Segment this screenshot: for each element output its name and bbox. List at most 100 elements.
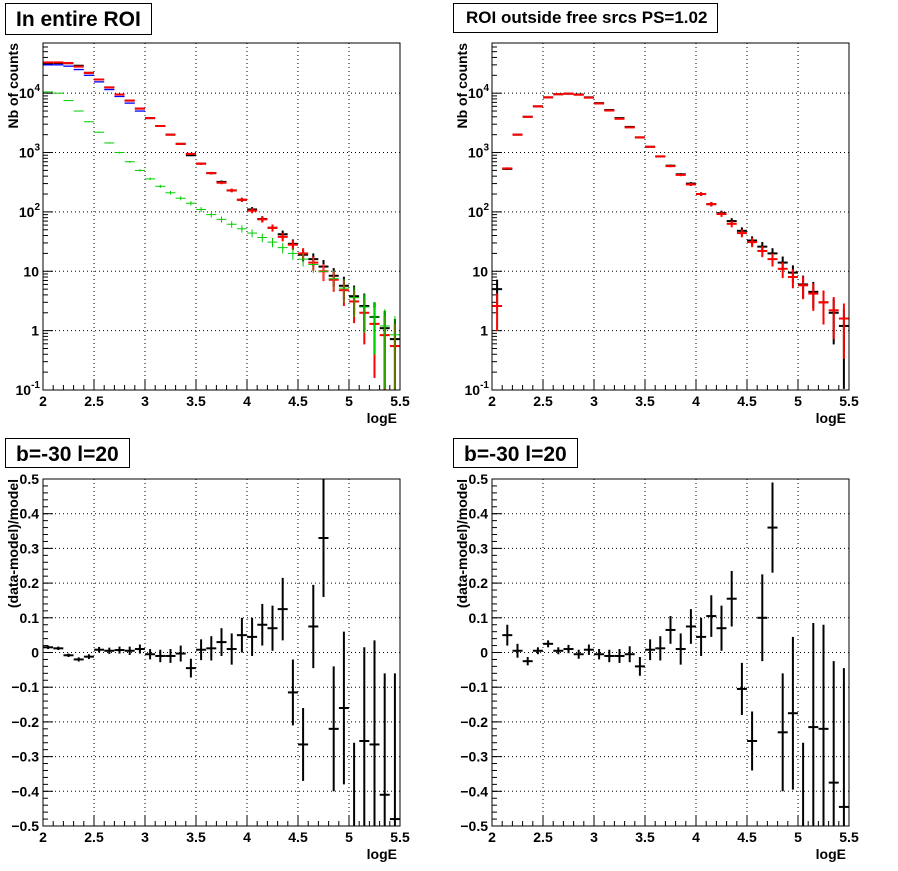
data-point — [777, 262, 788, 279]
data-point — [43, 645, 54, 650]
x-tick-label: 2 — [39, 829, 47, 845]
data-point — [43, 91, 54, 93]
data-point — [287, 248, 298, 260]
data-point — [787, 269, 798, 289]
data-point — [492, 293, 503, 331]
bottom-right-plot: 2 2.5 3 3.5 4 4.5 5 5.5 −0.5 −0.4 −0.3 −0.2 −0.1 0 0.1… — [454, 471, 859, 862]
data-point — [563, 644, 574, 654]
x-tick-label: 3 — [141, 393, 149, 409]
y-tick-label: 0 — [31, 645, 39, 661]
data-point — [287, 659, 298, 726]
data-point — [145, 177, 156, 181]
data-point — [134, 169, 145, 172]
top-right-plot: 2 2.5 3 3.5 4 4.5 5 5.5 10-1 1 10 102 103 104 logE Nb o… — [454, 42, 859, 426]
data-point — [63, 653, 74, 658]
data-point — [349, 286, 360, 317]
data-point — [665, 616, 676, 644]
x-tick-label: 4 — [692, 829, 700, 845]
data-point — [512, 643, 523, 658]
data-point — [267, 224, 278, 232]
data-point — [665, 165, 676, 168]
data-point — [522, 657, 533, 666]
x-tick-label: 4 — [243, 393, 251, 409]
data-point — [155, 124, 166, 127]
data-point — [328, 666, 339, 792]
data-point — [645, 639, 656, 661]
data-point — [308, 258, 319, 273]
data-point — [175, 645, 186, 662]
data-point — [532, 105, 543, 108]
x-tick-label: 5 — [345, 829, 353, 845]
data-point — [532, 647, 543, 655]
plot-frame — [42, 478, 401, 827]
data-point — [604, 649, 615, 663]
data-point — [614, 649, 625, 663]
data-point — [196, 207, 207, 213]
y-tick-label: 1 — [480, 323, 488, 339]
data-point — [624, 126, 635, 129]
data-point — [543, 96, 554, 99]
data-point — [573, 649, 584, 659]
data-point — [675, 173, 686, 177]
data-point — [277, 232, 288, 242]
data-point — [257, 233, 268, 243]
data-point — [369, 640, 380, 826]
x-tick-label: 5.5 — [839, 829, 859, 845]
series-0 — [502, 482, 849, 826]
data-point — [134, 644, 145, 654]
data-point — [777, 673, 788, 792]
x-tick-label: 2.5 — [533, 829, 553, 845]
y-tick-label: −0.3 — [11, 749, 39, 765]
data-point — [247, 617, 258, 656]
data-point — [583, 644, 594, 655]
y-tick-label: 0.3 — [20, 540, 40, 556]
data-point — [247, 208, 258, 214]
data-point — [583, 96, 594, 99]
data-point — [308, 584, 319, 669]
x-tick-label: 2 — [488, 829, 496, 845]
data-point — [236, 225, 247, 233]
data-point — [604, 109, 615, 112]
y-tick-label: −0.5 — [11, 818, 39, 834]
data-point — [63, 100, 74, 102]
y-tick-label: 10-1 — [465, 380, 490, 398]
y-tick-label: 0.3 — [469, 540, 489, 556]
x-tick-label: 4 — [243, 829, 251, 845]
y-tick-label: 0.4 — [469, 506, 489, 522]
data-point — [155, 184, 166, 188]
y-tick-label: 0.4 — [20, 506, 40, 522]
data-point — [338, 278, 349, 304]
data-point — [257, 603, 268, 646]
series-1 — [43, 61, 400, 390]
data-point — [614, 117, 625, 120]
data-point — [634, 136, 645, 139]
y-tick-label: 0 — [480, 645, 488, 661]
data-point — [726, 220, 737, 228]
x-tick-label: 2.5 — [84, 393, 104, 409]
y-tick-label: 102 — [468, 202, 490, 220]
top-left-panel-title: In entire ROI — [5, 3, 152, 35]
data-point — [216, 628, 227, 656]
x-tick-label: 3.5 — [635, 393, 655, 409]
data-point — [726, 570, 737, 627]
data-point — [838, 303, 849, 359]
data-point — [818, 290, 829, 325]
data-point — [114, 93, 125, 96]
data-point — [696, 617, 707, 656]
data-point — [634, 657, 645, 676]
x-tick-label: 5.5 — [839, 393, 859, 409]
data-point — [685, 182, 696, 187]
data-point — [206, 212, 217, 218]
y-tick-label: −0.2 — [460, 714, 488, 730]
plot-frame — [491, 478, 850, 827]
data-point — [94, 131, 105, 133]
data-point — [83, 121, 94, 123]
x-tick-label: 3.5 — [186, 393, 206, 409]
y-tick-label: −0.2 — [11, 714, 39, 730]
y-tick-label: 0.5 — [20, 471, 40, 487]
data-point — [83, 654, 94, 660]
data-point — [736, 229, 747, 238]
data-point — [502, 624, 513, 646]
data-point — [338, 631, 349, 785]
data-point — [716, 211, 727, 217]
